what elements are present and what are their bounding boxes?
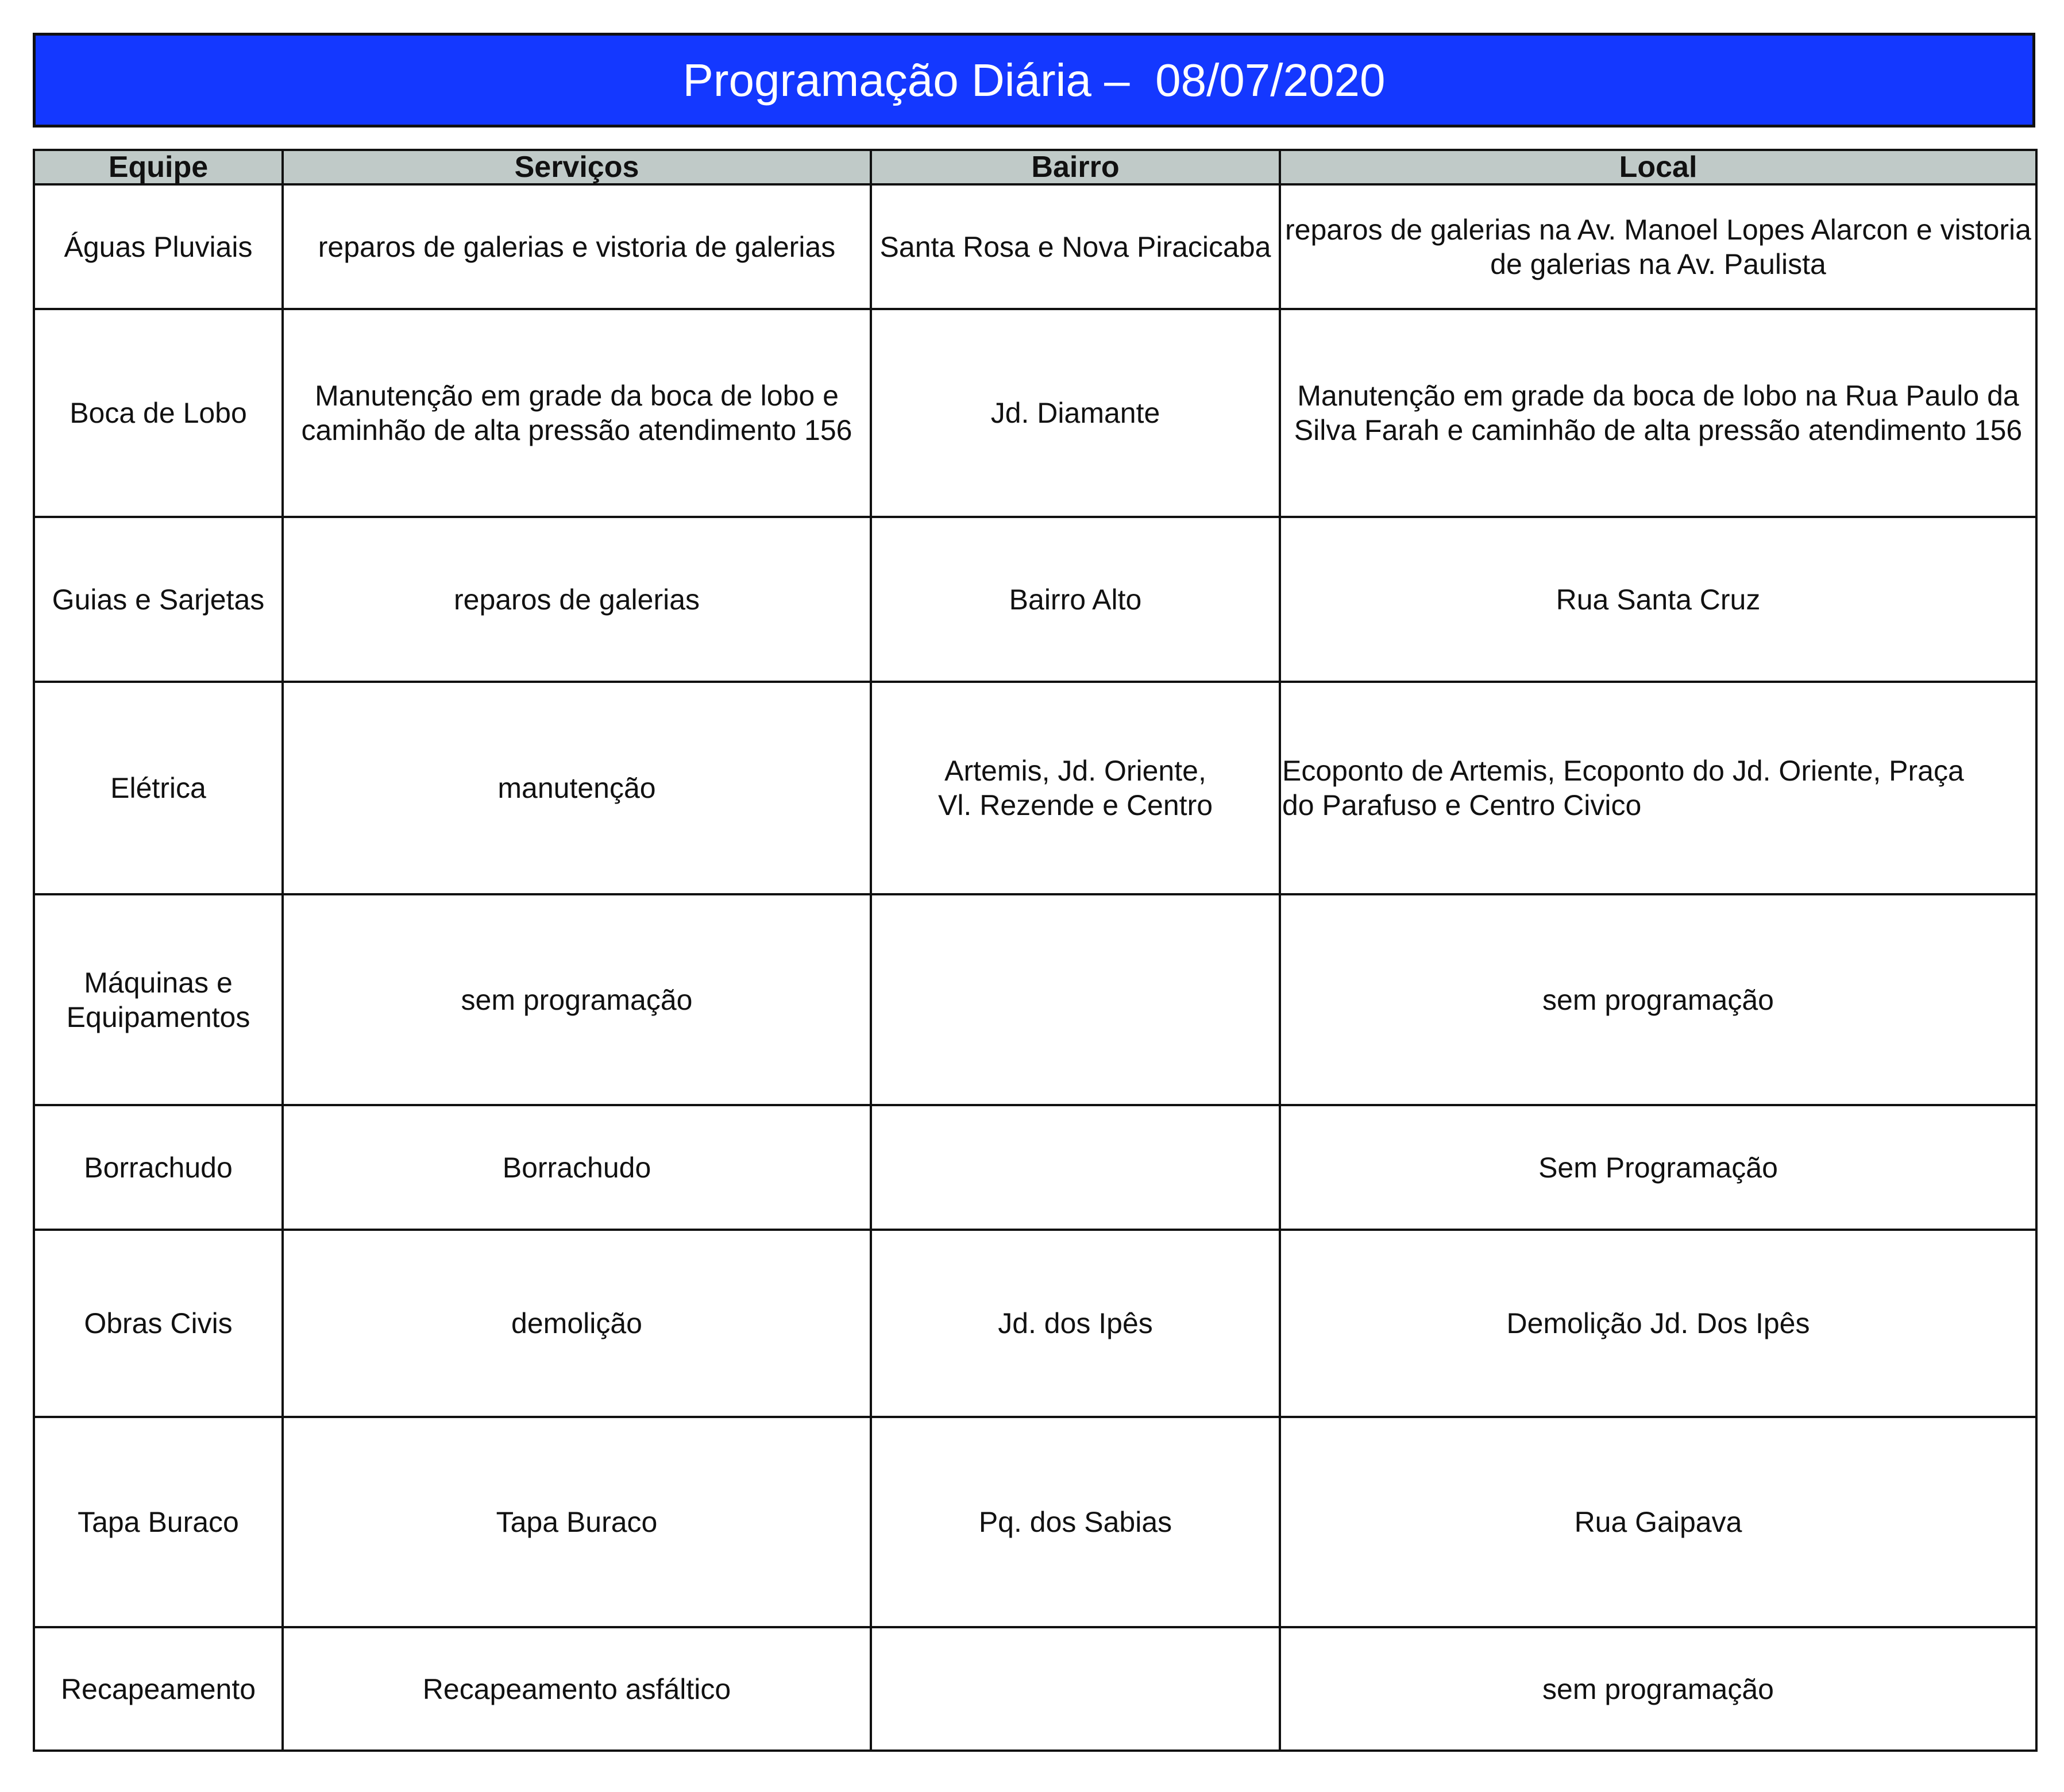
cell-servicos: reparos de galerias xyxy=(281,516,872,683)
cell-equipe: Recapeamento xyxy=(33,1626,284,1752)
table-row: Recapeamento Recapeamento asfáltico sem pr… xyxy=(33,1626,2038,1752)
cell-bairro: Pq. dos Sabias xyxy=(870,1416,1281,1628)
table-row: Borrachudo Borrachudo Sem Programação xyxy=(33,1104,2038,1231)
column-header-local: Local xyxy=(1279,149,2038,186)
cell-equipe: Elétrica xyxy=(33,681,284,895)
cell-local: reparos de galerias na Av. Manoel Lopes … xyxy=(1279,183,2038,310)
cell-local: sem programação xyxy=(1279,1626,2038,1752)
table-row: Boca de Lobo Manutenção em grade da boca … xyxy=(33,308,2038,518)
cell-equipe: Borrachudo xyxy=(33,1104,284,1231)
column-header-servicos: Serviços xyxy=(281,149,872,186)
title-bar: Programação Diária – 08/07/2020 xyxy=(33,33,2035,128)
table-row: Elétrica manutenção Artemis, Jd. Oriente, … xyxy=(33,681,2038,895)
cell-equipe: Obras Civis xyxy=(33,1229,284,1418)
table-row: Tapa Buraco Tapa Buraco Pq. dos Sabias Rua … xyxy=(33,1416,2038,1628)
cell-equipe: Máquinas e Equipamentos xyxy=(33,893,284,1106)
cell-servicos: reparos de galerias e vistoria de galeri… xyxy=(281,183,872,310)
schedule-table: Equipe Serviços Bairro Local Águas Pluvi… xyxy=(33,149,2038,1752)
cell-bairro xyxy=(870,1104,1281,1231)
cell-servicos: Recapeamento asfáltico xyxy=(281,1626,872,1752)
cell-bairro xyxy=(870,1626,1281,1752)
page-title: Programação Diária – 08/07/2020 xyxy=(682,54,1386,106)
cell-equipe: Tapa Buraco xyxy=(33,1416,284,1628)
header-row: Equipe Serviços Bairro Local xyxy=(33,149,2038,186)
cell-bairro xyxy=(870,893,1281,1106)
cell-local: Rua Santa Cruz xyxy=(1279,516,2038,683)
cell-servicos: manutenção xyxy=(281,681,872,895)
cell-local: Manutenção em grade da boca de lobo na R… xyxy=(1279,308,2038,518)
cell-bairro: Artemis, Jd. Oriente, Vl. Rezende e Cent… xyxy=(870,681,1281,895)
cell-equipe: Águas Pluviais xyxy=(33,183,284,310)
cell-local: sem programação xyxy=(1279,893,2038,1106)
cell-bairro: Jd. Diamante xyxy=(870,308,1281,518)
cell-bairro: Jd. dos Ipês xyxy=(870,1229,1281,1418)
column-header-bairro: Bairro xyxy=(870,149,1281,186)
cell-equipe: Guias e Sarjetas xyxy=(33,516,284,683)
cell-local: Ecoponto de Artemis, Ecoponto do Jd. Ori… xyxy=(1279,681,2038,895)
cell-servicos: Borrachudo xyxy=(281,1104,872,1231)
cell-equipe: Boca de Lobo xyxy=(33,308,284,518)
table-row: Guias e Sarjetas reparos de galerias Bairr… xyxy=(33,516,2038,683)
cell-servicos: Tapa Buraco xyxy=(281,1416,872,1628)
table-row: Máquinas e Equipamentos sem programação se… xyxy=(33,893,2038,1106)
cell-servicos: sem programação xyxy=(281,893,872,1106)
cell-local: Demolição Jd. Dos Ipês xyxy=(1279,1229,2038,1418)
table-row: Obras Civis demolição Jd. dos Ipês Demoliçã… xyxy=(33,1229,2038,1418)
cell-servicos: Manutenção em grade da boca de lobo e ca… xyxy=(281,308,872,518)
cell-bairro: Santa Rosa e Nova Piracicaba xyxy=(870,183,1281,310)
cell-local: Rua Gaipava xyxy=(1279,1416,2038,1628)
cell-servicos: demolição xyxy=(281,1229,872,1418)
table-row: Águas Pluviais reparos de galerias e vist… xyxy=(33,183,2038,310)
cell-bairro: Bairro Alto xyxy=(870,516,1281,683)
cell-local: Sem Programação xyxy=(1279,1104,2038,1231)
column-header-equipe: Equipe xyxy=(33,149,284,186)
